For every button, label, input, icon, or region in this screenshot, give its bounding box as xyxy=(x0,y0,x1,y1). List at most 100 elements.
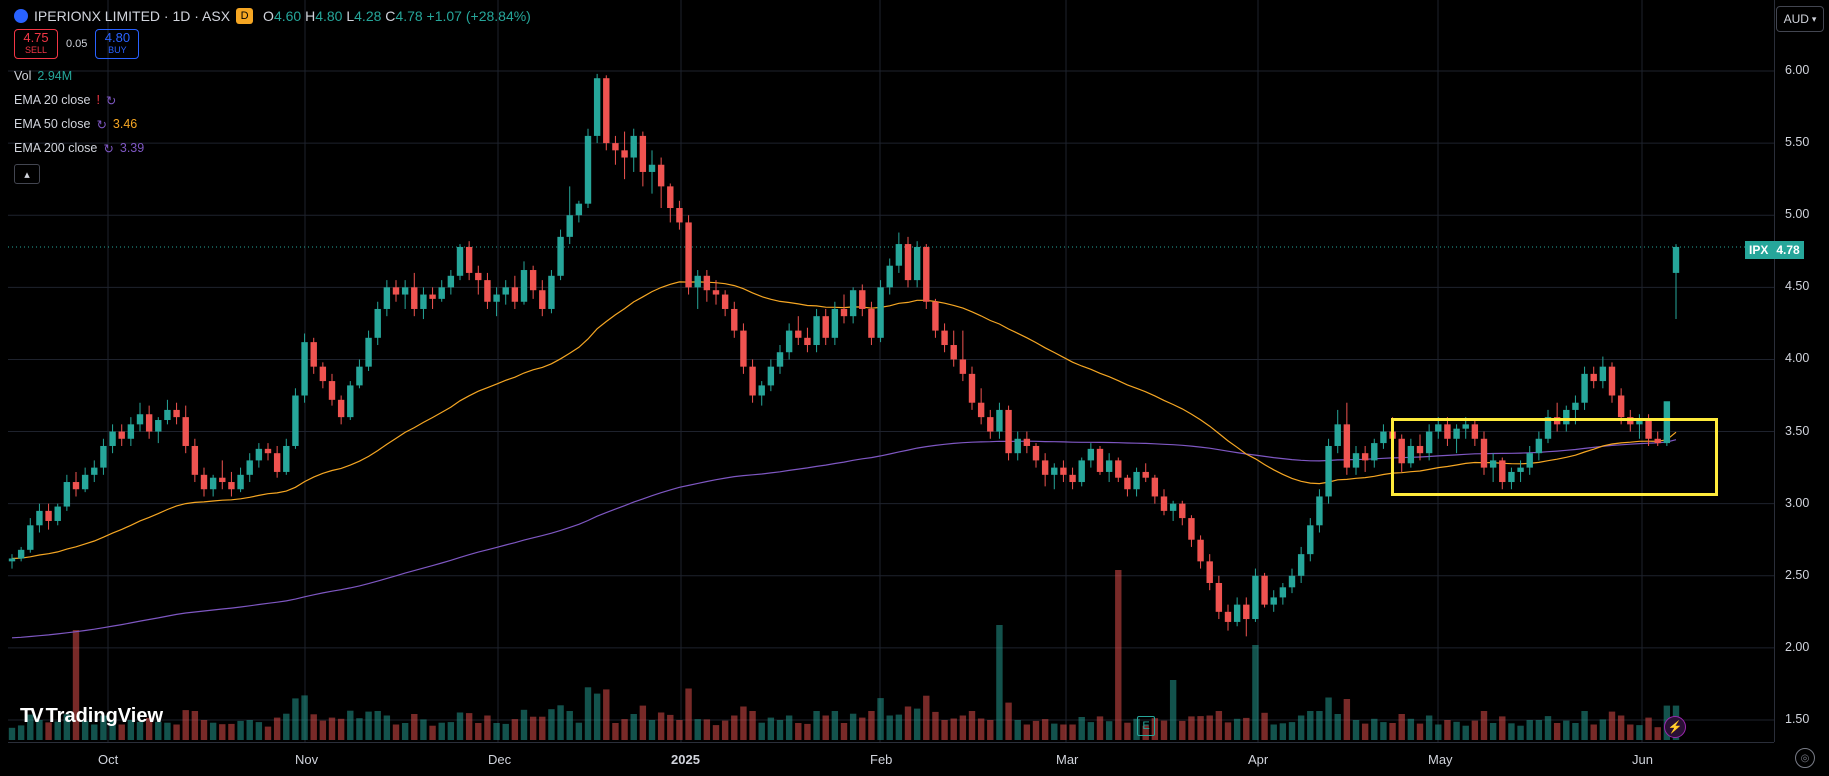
candle-body xyxy=(456,246,464,276)
candle-body xyxy=(996,409,1003,432)
volume-bar xyxy=(365,711,372,740)
volume-bar xyxy=(392,724,400,740)
volume-bar xyxy=(1325,697,1332,740)
candle-body xyxy=(1087,448,1095,461)
candle-body xyxy=(1069,474,1076,483)
candle-body xyxy=(347,385,354,418)
candle-body xyxy=(356,366,363,386)
lightning-icon[interactable]: ⚡ xyxy=(1664,716,1686,738)
volume-bar xyxy=(465,713,473,740)
volume-bar xyxy=(237,720,244,740)
indicator-ema50[interactable]: EMA 50 close ↻ 3.46 xyxy=(14,117,138,132)
candle-body xyxy=(1105,460,1113,472)
volume-bar xyxy=(950,718,957,740)
indicator-volume[interactable]: Vol 2.94M xyxy=(14,69,73,83)
volume-bar xyxy=(804,723,811,740)
volume-bar xyxy=(1398,714,1405,740)
volume-bar xyxy=(1078,717,1085,740)
indicator-ema20[interactable]: EMA 20 close ! ↻ xyxy=(14,93,117,108)
tradingview-logo[interactable]: TV TradingView xyxy=(20,705,164,727)
volume-bar xyxy=(712,725,720,740)
candle-body xyxy=(529,270,537,291)
candle-body xyxy=(209,477,217,490)
candle-body xyxy=(667,186,674,209)
chevron-down-icon: ▾ xyxy=(1811,13,1817,24)
volume-bar xyxy=(703,719,711,740)
volume-bar xyxy=(273,717,281,740)
volume-bar xyxy=(1188,716,1195,740)
volume-bar xyxy=(182,710,189,740)
candle-body xyxy=(822,316,829,338)
volume-bar xyxy=(200,720,208,740)
exchange-badge[interactable]: D xyxy=(236,8,254,24)
candle-body xyxy=(968,373,976,403)
candle-body xyxy=(1197,539,1204,562)
volume-bar xyxy=(1608,711,1616,740)
candle-body xyxy=(749,366,756,396)
candle-body xyxy=(1672,246,1680,273)
last-price-label: IPX 4.78 xyxy=(1745,241,1804,259)
candle-body xyxy=(648,164,656,172)
volume-bar xyxy=(54,721,61,740)
volume-bar xyxy=(1435,724,1442,740)
candle-body xyxy=(17,549,25,559)
sell-button[interactable]: 4.75 SELL xyxy=(14,29,58,59)
volume-bar xyxy=(502,723,509,740)
volume-bar xyxy=(785,715,793,740)
candle-body xyxy=(365,337,372,367)
candle-body xyxy=(813,316,820,346)
volume-bar xyxy=(1169,680,1177,740)
candle-body xyxy=(959,359,967,374)
volume-bar xyxy=(886,715,893,740)
volume-bar xyxy=(795,723,802,740)
price-tick-label: 3.00 xyxy=(1785,495,1810,510)
candle-body xyxy=(173,409,180,418)
volume-bar xyxy=(1361,723,1369,740)
currency-button[interactable]: AUD ▾ xyxy=(1776,6,1824,32)
volume-bar xyxy=(374,711,381,740)
buy-button[interactable]: 4.80 BUY xyxy=(95,29,140,59)
candle-body xyxy=(484,280,491,302)
collapse-legend-button[interactable]: ▴ xyxy=(14,164,40,184)
volume-bar xyxy=(127,720,135,740)
candlestick-chart[interactable] xyxy=(8,0,1774,742)
volume-bar xyxy=(813,711,820,740)
candle-body xyxy=(941,330,948,346)
candle-body xyxy=(8,558,16,562)
volume-bar xyxy=(932,711,939,740)
volume-bar xyxy=(1508,723,1515,740)
candle-body xyxy=(566,215,573,237)
price-tick-label: 3.50 xyxy=(1785,423,1810,438)
earnings-icon[interactable]: E xyxy=(1137,716,1155,736)
symbol-title[interactable]: IPERIONX LIMITED · 1D · ASX xyxy=(34,8,231,24)
chart-area[interactable] xyxy=(8,0,1774,742)
volume-bar xyxy=(136,721,144,740)
time-axis[interactable]: Oct Nov Dec 2025 Feb Mar Apr May Jun xyxy=(8,742,1774,776)
candle-body xyxy=(374,308,381,338)
price-tick-label: 6.00 xyxy=(1785,63,1810,77)
candle-body xyxy=(1160,496,1168,511)
candle-body xyxy=(831,308,839,338)
candle-body xyxy=(785,330,793,353)
volume-bar xyxy=(621,719,628,740)
indicator-ema200[interactable]: EMA 200 close ↻ 3.39 xyxy=(14,141,145,156)
volume-bar xyxy=(1270,724,1277,740)
candle-body xyxy=(1416,445,1424,454)
volume-bar xyxy=(1316,711,1323,740)
candle-body xyxy=(200,474,208,490)
symbol-row: IPERIONX LIMITED · 1D · ASX D O4.60 H4.8… xyxy=(14,6,531,26)
candle-body xyxy=(703,275,711,291)
volume-bar xyxy=(356,718,363,740)
volume-bar xyxy=(767,717,775,740)
candle-body xyxy=(721,294,729,309)
candle-body xyxy=(630,135,637,158)
price-axis[interactable]: 6.00 5.50 5.00 4.50 4.00 3.50 3.00 2.50 2.00 1.50 xyxy=(1774,0,1829,742)
settings-icon[interactable]: ◎ xyxy=(1795,748,1815,768)
price-change: +1.07 (+28.84%) xyxy=(426,8,531,24)
candle-body xyxy=(593,78,601,136)
candle-body xyxy=(1005,409,1012,454)
candle-body xyxy=(987,417,994,432)
candle-body xyxy=(1654,438,1661,444)
candle-body xyxy=(219,477,226,483)
candle-body xyxy=(191,445,199,475)
